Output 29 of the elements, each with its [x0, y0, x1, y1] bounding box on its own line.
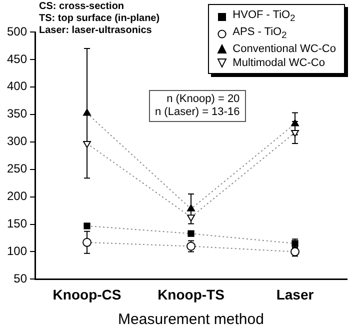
x-tick-label: Knoop-CS: [52, 286, 122, 302]
point: [187, 214, 195, 222]
y-tick-label: 200: [6, 189, 28, 204]
x-tick-label: Laser: [276, 286, 314, 302]
y-tick-label: 450: [6, 52, 28, 66]
y-tick-label: 100: [6, 244, 28, 258]
legend-label: APS - TiO$_{2}$: [232, 25, 287, 42]
legend-label: HVOF - TiO$_{2}$: [232, 8, 296, 26]
y-tick-label: 350: [6, 106, 28, 121]
point: [84, 222, 90, 230]
text: TS: top surface (in-plane): [39, 13, 160, 25]
text: CS: cross-section: [39, 1, 126, 13]
y-tick-label: 300: [6, 134, 28, 148]
legend-label: Multimodal WC-Co: [232, 56, 325, 70]
point: [83, 108, 91, 116]
x-axis-title: Measurement method: [118, 311, 264, 328]
y-tick-label: 500: [6, 24, 28, 38]
y-tick-label: 400: [6, 79, 28, 94]
y-tick-label: 250: [6, 162, 28, 176]
x-tick-label: Knoop-TS: [158, 286, 224, 302]
y-tick-label: 50: [14, 272, 28, 286]
point: [188, 230, 194, 237]
point: [82, 238, 92, 247]
legend-label: Conventional WC-Co: [232, 42, 336, 56]
point: [291, 119, 299, 126]
point: [187, 204, 195, 212]
annotation: Laser: laser-ultrasonics: [39, 25, 153, 37]
y-tick-label: 150: [6, 216, 28, 231]
annotation: n (Knoop) = 20 n (Laser) = 13-16: [149, 90, 246, 122]
